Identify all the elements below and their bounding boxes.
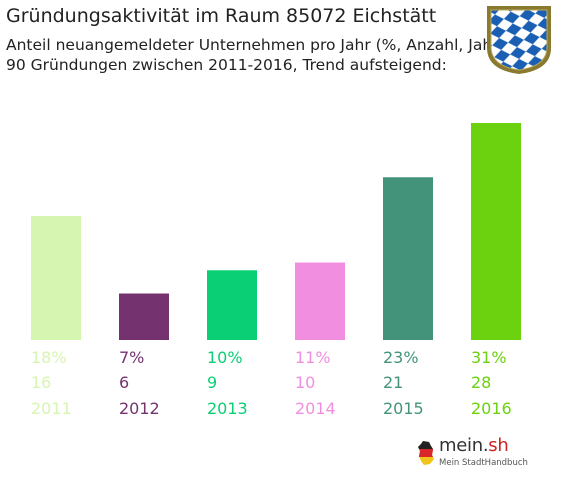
bar-2012	[119, 293, 169, 340]
chart-subtitle: Anteil neuangemeldeter Unternehmen pro J…	[6, 35, 505, 75]
brand-name: mein.sh	[439, 435, 509, 456]
subtitle-line-2: 90 Gründungen zwischen 2011-2016, Trend …	[6, 56, 447, 74]
percent-label-2015: 23%	[383, 348, 419, 367]
percent-label-2014: 11%	[295, 348, 331, 367]
count-label-2011: 16	[31, 373, 51, 392]
year-label-2016: 2016	[471, 399, 512, 418]
count-label-2014: 10	[295, 373, 315, 392]
year-label-2014: 2014	[295, 399, 336, 418]
bar-2013	[207, 270, 257, 340]
count-label-2013: 9	[207, 373, 217, 392]
bar-2014	[295, 262, 345, 340]
brand-name-suffix: sh	[488, 435, 509, 456]
count-label-2012: 6	[119, 373, 129, 392]
count-label-2016: 28	[471, 373, 491, 392]
bavarian-lozenge-crest-icon	[487, 6, 551, 74]
brand-tagline: Mein StadtHandbuch	[439, 458, 528, 468]
year-label-2012: 2012	[119, 399, 160, 418]
brand-name-main: mein.	[439, 435, 489, 456]
subtitle-line-1: Anteil neuangemeldeter Unternehmen pro J…	[6, 36, 505, 54]
percent-label-2012: 7%	[119, 348, 144, 367]
percent-label-2013: 10%	[207, 348, 243, 367]
bar-2015	[383, 177, 433, 340]
percent-label-2011: 18%	[31, 348, 67, 367]
year-label-2013: 2013	[207, 399, 248, 418]
bar-2011	[31, 216, 81, 340]
germany-map-flag-icon	[418, 441, 434, 465]
bar-2016	[471, 123, 521, 340]
year-label-2011: 2011	[31, 399, 72, 418]
count-label-2015: 21	[383, 373, 403, 392]
year-label-2015: 2015	[383, 399, 424, 418]
percent-label-2016: 31%	[471, 348, 507, 367]
brand-logo: mein.sh Mein StadtHandbuch	[417, 435, 537, 476]
chart-title: Gründungsaktivität im Raum 85072 Eichstä…	[6, 5, 437, 27]
